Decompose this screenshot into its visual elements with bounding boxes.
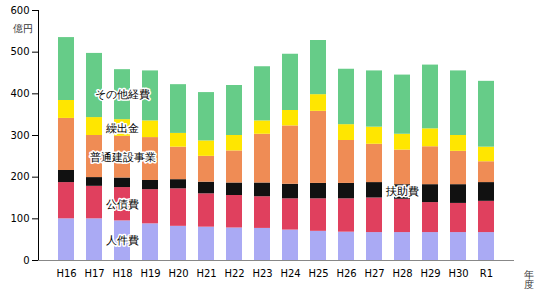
- svg-text:H18: H18: [112, 268, 132, 279]
- svg-text:600: 600: [10, 5, 29, 16]
- svg-text:400: 400: [10, 88, 29, 99]
- svg-text:年度: 年度: [524, 269, 534, 289]
- svg-text:億円: 億円: [13, 23, 33, 34]
- svg-text:100: 100: [10, 213, 29, 224]
- svg-text:H21: H21: [196, 268, 216, 279]
- svg-text:人件費: 人件費: [106, 234, 139, 247]
- svg-text:H26: H26: [336, 268, 356, 279]
- svg-text:H28: H28: [392, 268, 412, 279]
- svg-text:H23: H23: [252, 268, 272, 279]
- svg-text:0: 0: [23, 255, 29, 266]
- svg-text:H17: H17: [84, 268, 104, 279]
- svg-text:繰出金: 繰出金: [105, 122, 139, 135]
- svg-text:扶助費: 扶助費: [385, 185, 419, 198]
- svg-text:公債費: 公債費: [106, 198, 139, 211]
- svg-text:H24: H24: [280, 268, 300, 279]
- svg-text:200: 200: [10, 171, 29, 182]
- svg-text:R1: R1: [480, 268, 493, 279]
- svg-text:H16: H16: [56, 268, 76, 279]
- svg-text:H27: H27: [364, 268, 384, 279]
- svg-text:H29: H29: [420, 268, 440, 279]
- svg-text:H19: H19: [140, 268, 160, 279]
- svg-text:H22: H22: [224, 268, 244, 279]
- svg-text:H25: H25: [308, 268, 328, 279]
- svg-text:500: 500: [10, 46, 29, 57]
- svg-text:普通建設事業: 普通建設事業: [90, 151, 156, 164]
- svg-text:300: 300: [10, 130, 29, 141]
- svg-text:その他経費: その他経費: [95, 88, 150, 101]
- svg-text:H20: H20: [168, 268, 188, 279]
- svg-text:H30: H30: [448, 268, 468, 279]
